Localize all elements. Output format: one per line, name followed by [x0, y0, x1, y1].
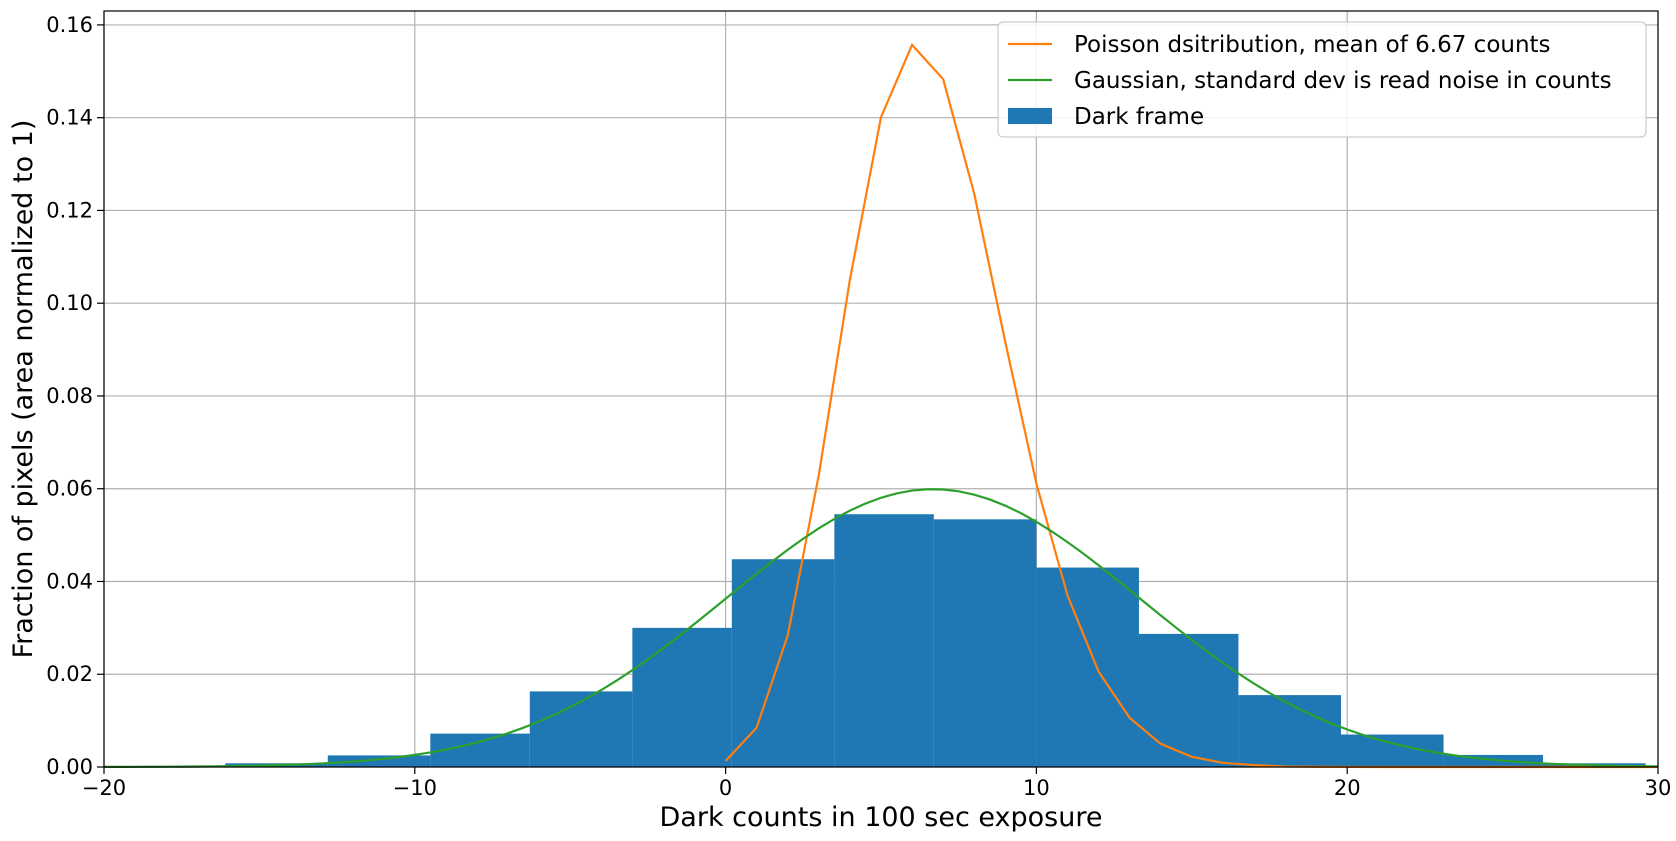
y-tick-label: 0.00	[46, 755, 93, 779]
y-tick-label: 0.02	[46, 662, 93, 686]
histogram-bar	[933, 519, 1037, 767]
x-axis-ticks: −20 −10 0 10 20 30	[82, 767, 1672, 800]
x-tick-label: 30	[1645, 776, 1672, 800]
histogram-bar	[529, 691, 633, 767]
x-tick-label: 10	[1023, 776, 1050, 800]
legend: Poisson dsitribution, mean of 6.67 count…	[997, 21, 1647, 138]
x-tick-label: 20	[1334, 776, 1361, 800]
legend-swatch	[1008, 108, 1052, 124]
histogram-bar	[1138, 633, 1239, 767]
plot-frame	[103, 10, 1659, 768]
y-tick-label: 0.10	[46, 291, 93, 315]
legend-label: Dark frame	[1074, 104, 1204, 130]
x-tick-label: −10	[393, 776, 437, 800]
legend-box	[997, 21, 1647, 138]
histogram-bar	[1036, 567, 1139, 767]
y-axis-ticks: 0.00 0.02 0.04 0.06 0.08 0.10 0.12 0.14 0.16	[46, 13, 104, 779]
x-tick-label: −20	[82, 776, 126, 800]
histogram-bars	[225, 514, 1646, 767]
legend-label: Gaussian, standard dev is read noise in …	[1074, 68, 1612, 94]
y-tick-label: 0.14	[46, 106, 93, 130]
histogram-bar	[834, 514, 934, 767]
legend-label: Poisson dsitribution, mean of 6.67 count…	[1074, 32, 1551, 58]
y-tick-label: 0.12	[46, 198, 93, 222]
y-tick-label: 0.06	[46, 477, 93, 501]
series-line	[103, 488, 1659, 769]
x-tick-label: 0	[719, 776, 732, 800]
histogram-bar	[1238, 695, 1341, 767]
histogram-bar	[731, 559, 835, 767]
y-tick-label: 0.04	[46, 569, 93, 593]
histogram-bar	[632, 627, 732, 767]
histogram-bar	[327, 755, 431, 767]
y-tick-label: 0.16	[46, 13, 93, 37]
x-axis-label: Dark counts in 100 sec exposure	[660, 802, 1103, 833]
y-axis-label: Fraction of pixels (area normalized to 1…	[8, 120, 39, 659]
y-tick-label: 0.08	[46, 384, 93, 408]
